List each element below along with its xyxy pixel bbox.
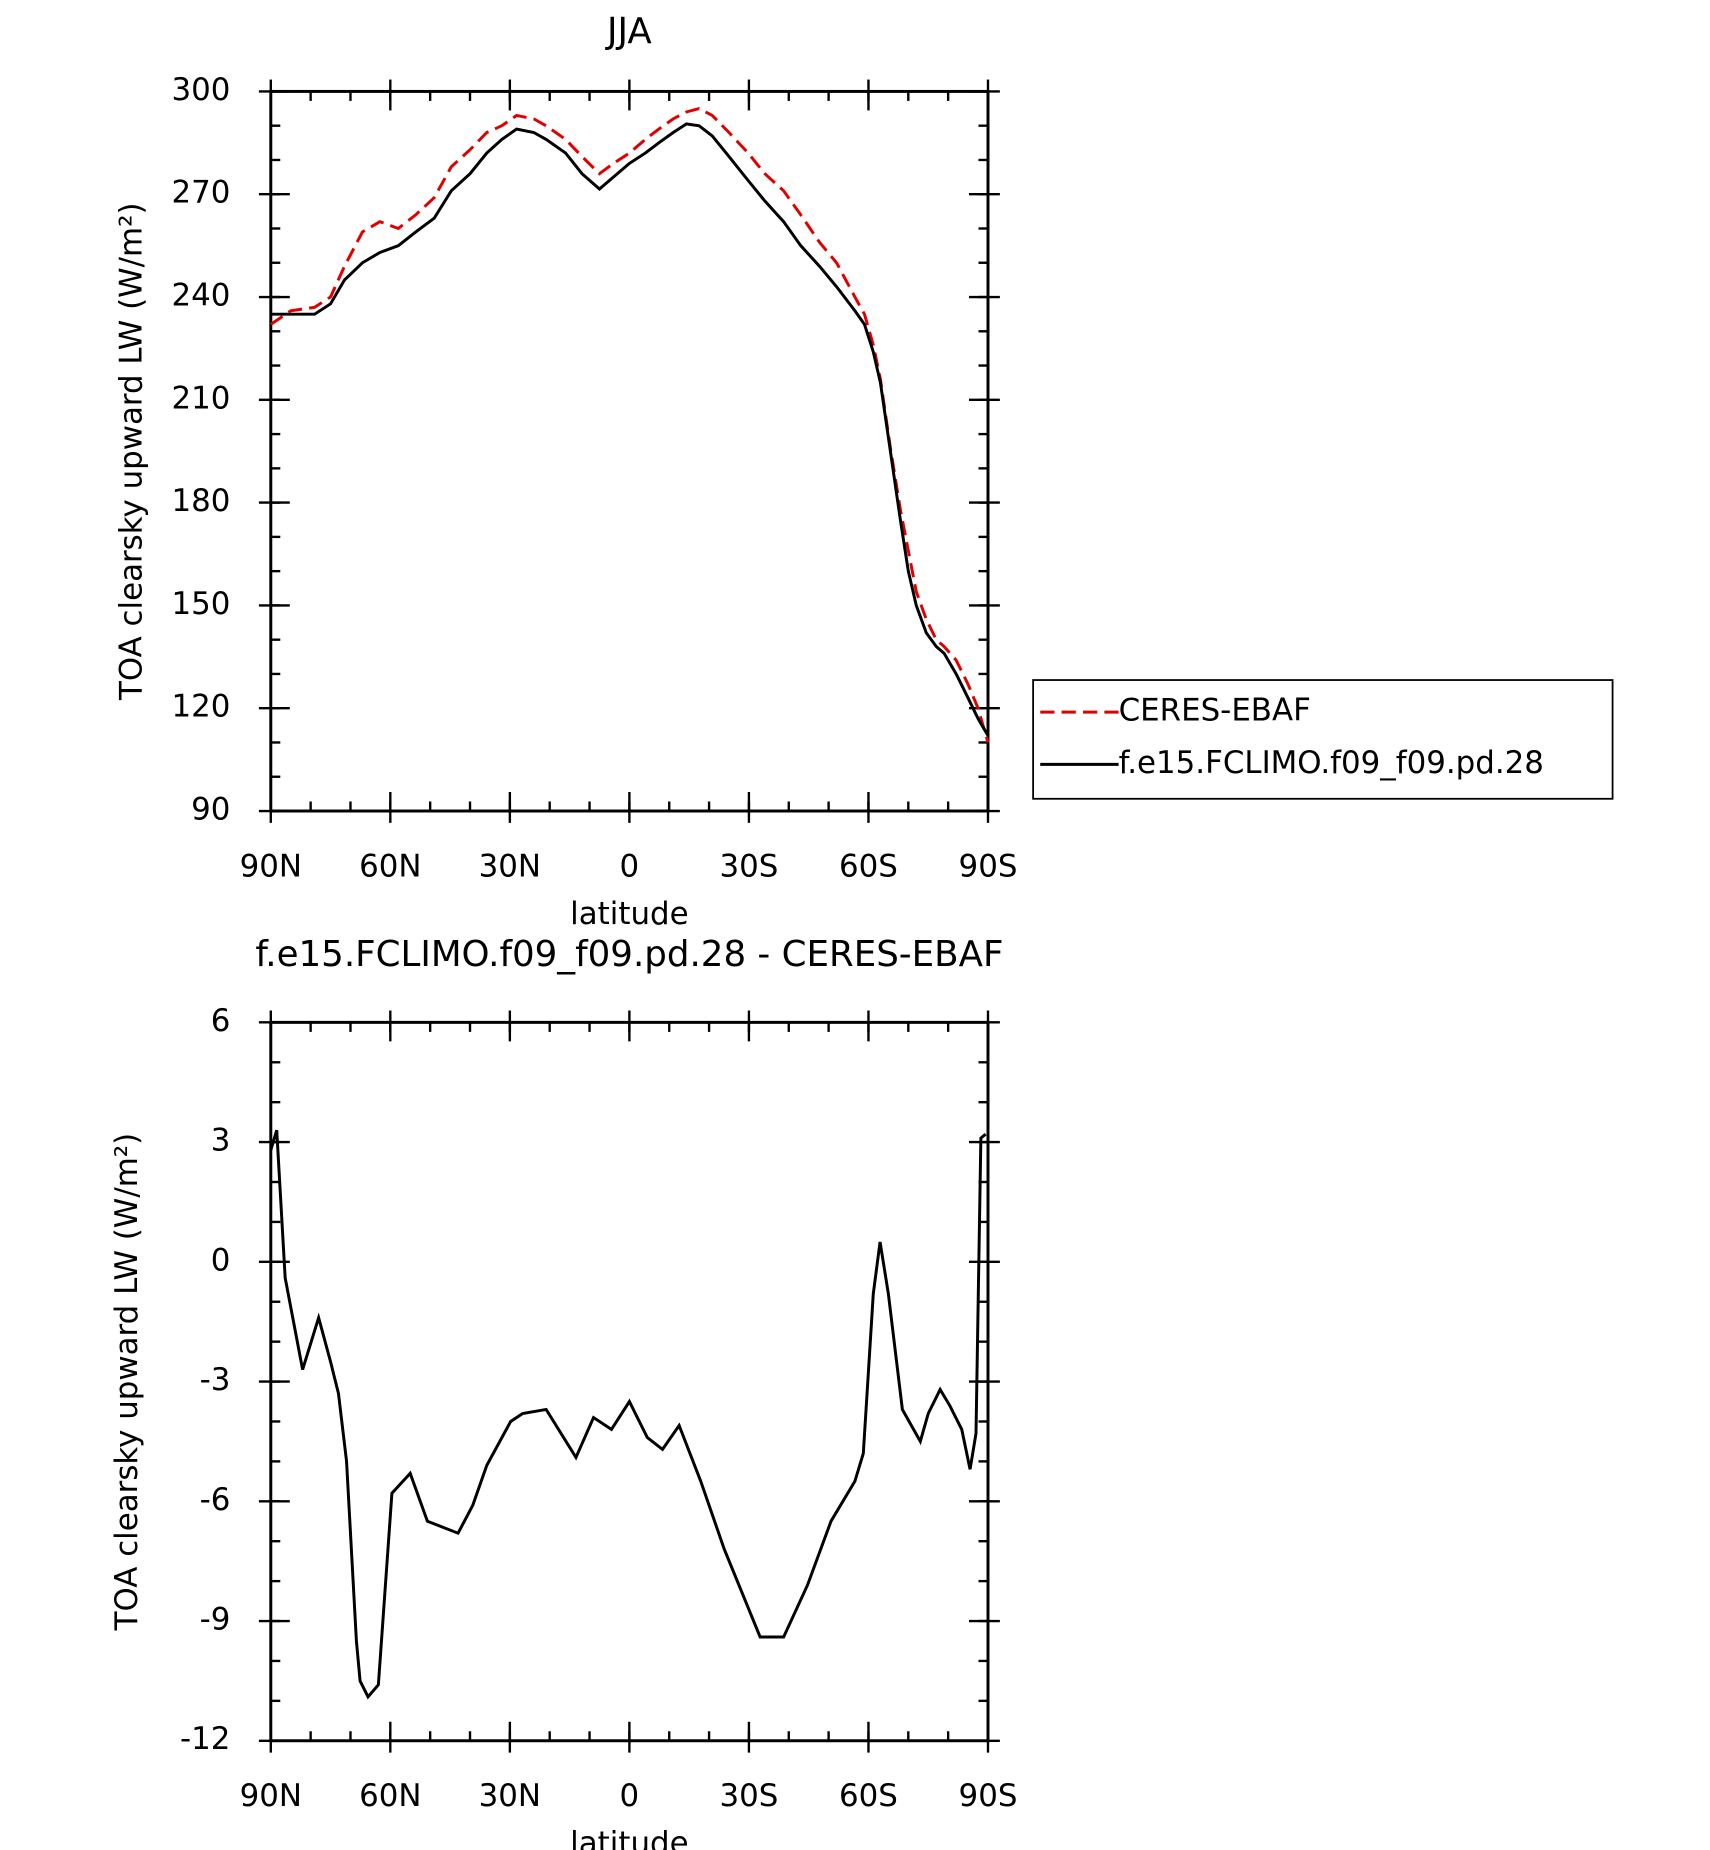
y-tick-label: -6 <box>200 1482 231 1518</box>
x-tick-label: 60N <box>359 1778 421 1814</box>
x-tick-label: 90N <box>240 1778 302 1814</box>
x-tick-label: 60S <box>839 849 898 885</box>
x-tick-label: 30N <box>479 849 541 885</box>
legend-box <box>1032 679 1614 800</box>
x-tick-label: 60N <box>359 849 421 885</box>
y-axis-label: TOA clearsky upward LW (W/m²) <box>109 1133 145 1632</box>
legend-label: CERES-EBAF <box>1119 693 1311 729</box>
y-tick-label: -12 <box>180 1721 230 1757</box>
x-tick-label: 30S <box>719 1778 778 1814</box>
x-axis-label: latitude <box>570 896 688 932</box>
y-tick-label: 150 <box>172 586 231 622</box>
y-tick-label: 0 <box>211 1242 231 1278</box>
y-tick-label: 90 <box>191 792 230 828</box>
data-line <box>270 122 990 737</box>
x-tick-label: 90S <box>959 849 1018 885</box>
plot-frame <box>269 89 990 813</box>
y-tick-label: 6 <box>211 1003 231 1039</box>
y-axis-label: TOA clearsky upward LW (W/m²) <box>114 202 150 701</box>
x-tick-label: 60S <box>839 1778 898 1814</box>
legend-label: f.e15.FCLIMO.f09_f09.pd.28 <box>1119 745 1544 781</box>
y-tick-label: 3 <box>211 1123 231 1159</box>
x-tick-label: 90S <box>959 1778 1018 1814</box>
x-tick-label: 90N <box>240 849 302 885</box>
y-tick-label: 240 <box>172 278 231 314</box>
y-tick-label: 180 <box>172 483 231 519</box>
x-tick-label: 0 <box>620 1778 640 1814</box>
plot-frame <box>269 1020 990 1743</box>
chart-title: JJA <box>605 11 652 52</box>
x-tick-label: 30S <box>719 849 778 885</box>
y-tick-label: 120 <box>172 689 231 725</box>
y-tick-label: 210 <box>172 380 231 416</box>
y-tick-label: -3 <box>200 1362 231 1398</box>
data-line <box>269 1129 987 1700</box>
y-tick-label: -9 <box>200 1602 231 1638</box>
x-axis-label: latitude <box>570 1826 688 1850</box>
x-tick-label: 30N <box>479 1778 541 1814</box>
chart-title: f.e15.FCLIMO.f09_f09.pd.28 - CERES-EBAF <box>255 934 1003 975</box>
y-tick-label: 300 <box>172 72 231 108</box>
x-tick-label: 0 <box>620 849 640 885</box>
y-tick-label: 270 <box>172 175 231 211</box>
data-line <box>269 106 990 743</box>
